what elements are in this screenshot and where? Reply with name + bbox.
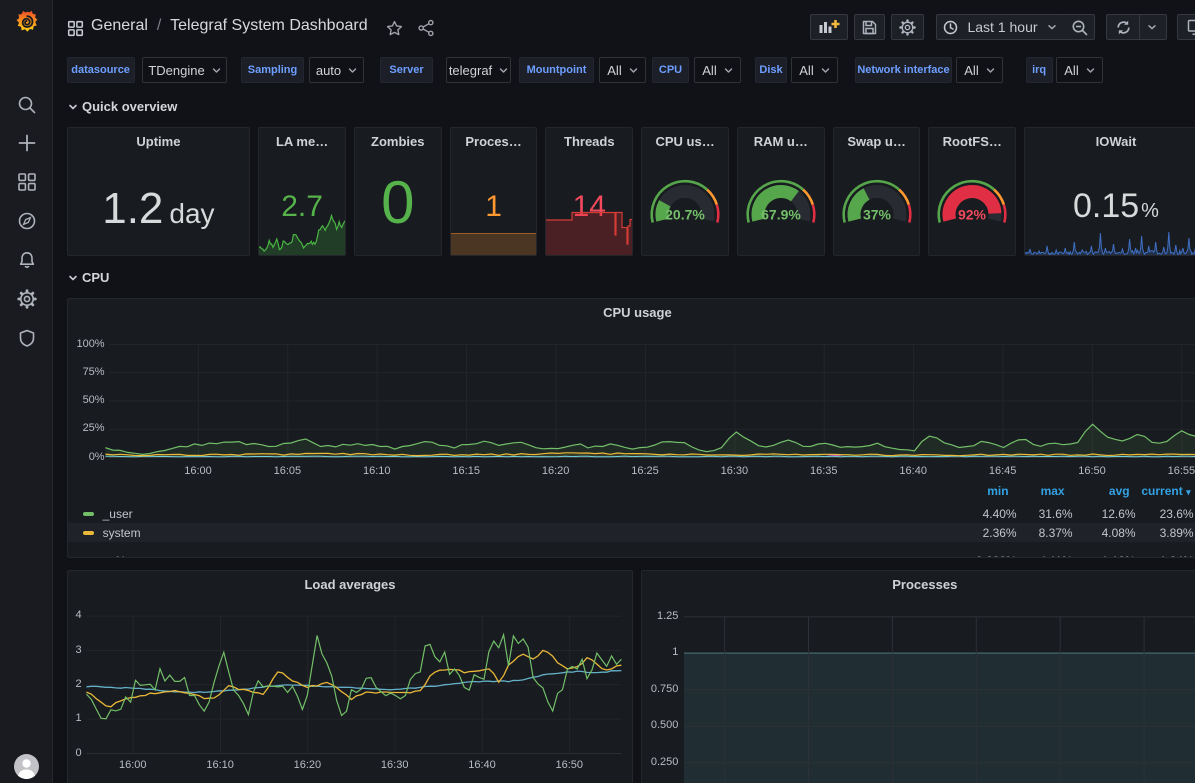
svg-text:37%: 37% [863,207,892,223]
svg-text:92%: 92% [958,207,987,223]
svg-text:67.9%: 67.9% [761,207,801,223]
svg-text:20.7%: 20.7% [665,207,705,223]
